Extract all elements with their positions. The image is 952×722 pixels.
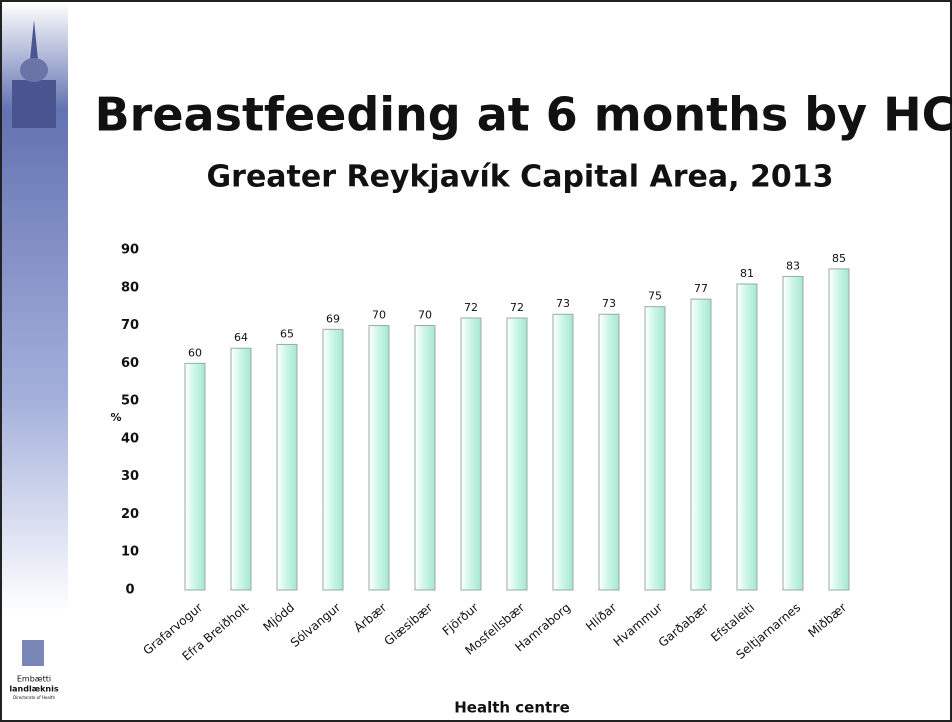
value-label: 72 <box>510 301 524 314</box>
logo-text: Embætti <box>17 675 51 684</box>
chart-title: Breastfeeding at 6 months by HC <box>95 88 952 142</box>
bar <box>368 325 390 591</box>
y-tick-label: 90 <box>121 243 139 258</box>
bar <box>414 325 436 591</box>
value-label: 85 <box>832 252 846 265</box>
bar <box>782 275 804 591</box>
y-tick-label: 60 <box>121 356 139 371</box>
value-label: 81 <box>740 267 754 280</box>
chart-subtitle: Greater Reykjavík Capital Area, 2013 <box>207 160 834 195</box>
y-tick-label: 40 <box>121 431 139 446</box>
bar <box>644 306 666 591</box>
value-label: 73 <box>602 297 616 310</box>
value-label: 77 <box>694 282 708 295</box>
bar <box>690 298 712 591</box>
logo-text: Directorate of Health <box>13 695 56 700</box>
y-tick-label: 20 <box>121 507 139 522</box>
y-axis-label: % <box>110 411 121 424</box>
logo-text: landlæknis <box>9 685 58 694</box>
bar <box>506 317 528 591</box>
y-tick-label: 30 <box>121 469 139 484</box>
value-label: 73 <box>556 297 570 310</box>
value-label: 70 <box>418 309 432 322</box>
bar <box>828 268 850 591</box>
bar <box>460 317 482 591</box>
value-label: 65 <box>280 327 294 340</box>
value-label: 72 <box>464 301 478 314</box>
bar <box>276 343 298 591</box>
y-tick-label: 0 <box>125 583 134 598</box>
crest-icon <box>22 640 44 666</box>
y-tick-label: 70 <box>121 318 139 333</box>
bar <box>552 313 574 591</box>
x-axis-label: Health centre <box>454 699 570 717</box>
bar <box>184 362 206 591</box>
value-label: 83 <box>786 259 800 272</box>
value-label: 69 <box>326 312 340 325</box>
value-label: 75 <box>648 290 662 303</box>
bar <box>598 313 620 591</box>
y-tick-label: 10 <box>121 545 139 560</box>
y-tick-label: 80 <box>121 280 139 295</box>
value-label: 70 <box>372 309 386 322</box>
bar <box>230 347 252 591</box>
building-icon <box>12 20 56 128</box>
value-label: 64 <box>234 331 248 344</box>
y-tick-label: 50 <box>121 394 139 409</box>
value-label: 60 <box>188 346 202 359</box>
bar <box>322 328 344 591</box>
bar <box>736 283 758 591</box>
